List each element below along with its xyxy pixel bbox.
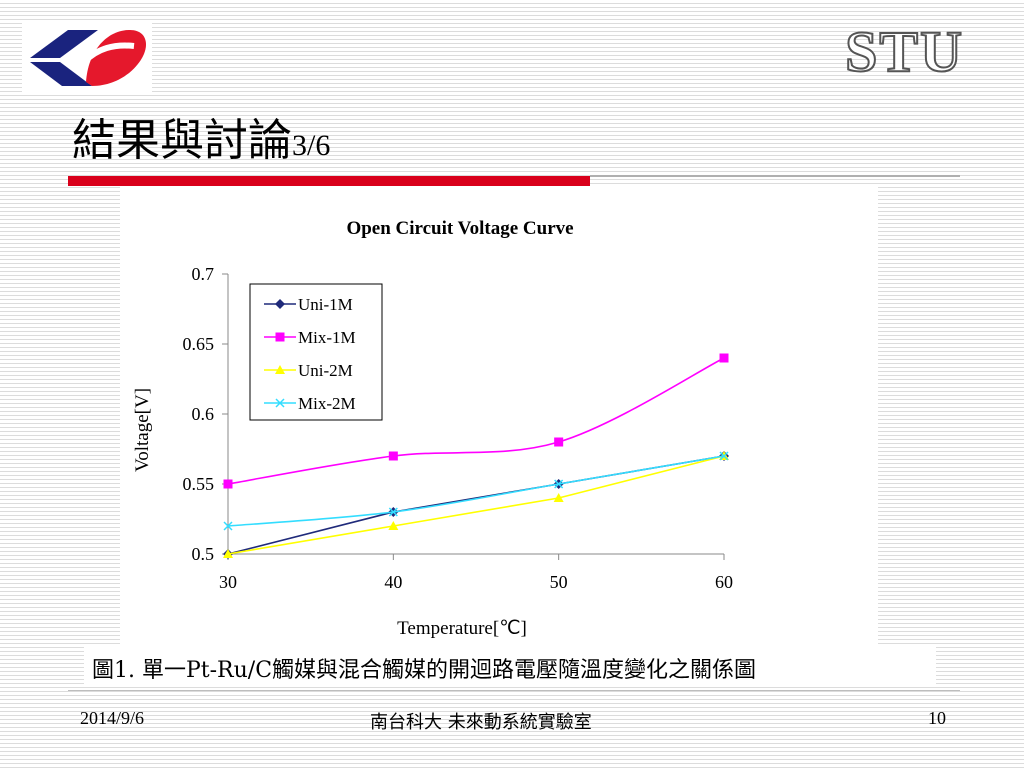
slide-title-main: 結果與討論 (72, 115, 292, 166)
x-tick-label: 30 (219, 572, 237, 592)
logo-red-shape (86, 30, 146, 86)
data-point (719, 451, 729, 461)
logo-blue-upper (30, 30, 98, 58)
data-point (223, 521, 233, 531)
legend-swatch-marker (275, 365, 285, 374)
marker-stroke (223, 521, 233, 531)
slide-title: 結果與討論3/6 (72, 104, 330, 168)
data-point (388, 521, 399, 530)
legend: Uni-1M Mix-1M Uni-2M Mix-2M (249, 283, 383, 421)
chart-panel: Open Circuit Voltage Curve Temperature[℃… (120, 186, 878, 646)
marker-stroke (388, 507, 398, 517)
data-point (554, 437, 564, 447)
y-tick-label: 0.55 (183, 474, 215, 494)
legend-swatch-marker (275, 299, 285, 309)
figure-caption: 圖1. 單一Pt-Ru/C觸媒與混合觸媒的開迴路電壓隨溫度變化之關係圖 (92, 658, 757, 683)
footer-organization: 南台科大 未來動系統實驗室 (370, 712, 592, 733)
slide-title-page: 3/6 (292, 129, 331, 162)
series-line (227, 357, 725, 485)
legend-item: Mix-2M (264, 394, 356, 413)
series-line (227, 455, 725, 555)
footer-date: 2014/9/6 (80, 708, 145, 728)
footer-page-number: 10 (928, 708, 946, 728)
data-point (223, 479, 233, 489)
marker-stroke (275, 398, 285, 408)
ocv-chart: Open Circuit Voltage Curve Temperature[℃… (132, 218, 734, 639)
data-point (388, 451, 398, 461)
series-layer (223, 353, 729, 559)
title-rule-red (68, 176, 590, 186)
data-point (223, 549, 233, 558)
legend-swatch-marker (275, 398, 285, 408)
marker-stroke (554, 479, 564, 489)
series-mix-1m (223, 353, 729, 489)
logo (22, 22, 152, 94)
y-tick-label: 0.7 (192, 264, 215, 284)
data-point (553, 493, 564, 502)
data-point (719, 353, 729, 363)
y-tick-label: 0.6 (192, 404, 215, 424)
marker-stroke (719, 451, 729, 461)
axes: 0.5 0.55 0.6 0.65 0.7 30 40 50 60 (183, 264, 734, 592)
data-point (554, 479, 564, 489)
title-rule-gray (590, 175, 960, 177)
legend-item: Mix-1M (264, 328, 356, 347)
legend-label: Mix-2M (298, 394, 356, 413)
x-tick-label: 60 (715, 572, 733, 592)
brand-wordmark: STU (844, 18, 964, 85)
logo-white-swoosh (81, 42, 135, 65)
data-point (388, 507, 398, 517)
chart-title: Open Circuit Voltage Curve (346, 218, 573, 239)
legend-label: Mix-1M (298, 328, 356, 347)
caption-box (84, 646, 936, 686)
legend-label: Uni-1M (298, 295, 353, 314)
x-tick-label: 50 (550, 572, 568, 592)
x-tick-label: 40 (384, 572, 402, 592)
x-axis-label: Temperature[℃] (397, 618, 527, 639)
series-uni-2m (223, 451, 729, 558)
legend-item: Uni-2M (264, 361, 353, 380)
legend-swatch-marker (275, 332, 285, 342)
y-axis-label: Voltage[V] (132, 388, 153, 472)
series-mix-2m (223, 451, 729, 531)
y-tick-label: 0.65 (183, 334, 215, 354)
legend-label: Uni-2M (298, 361, 353, 380)
series-line (227, 455, 725, 527)
footer-rule (68, 690, 960, 691)
legend-item: Uni-1M (264, 295, 353, 314)
legend-box (249, 283, 383, 421)
y-tick-label: 0.5 (192, 544, 215, 564)
logo-graphic (30, 30, 146, 86)
logo-blue-lower (30, 62, 92, 86)
